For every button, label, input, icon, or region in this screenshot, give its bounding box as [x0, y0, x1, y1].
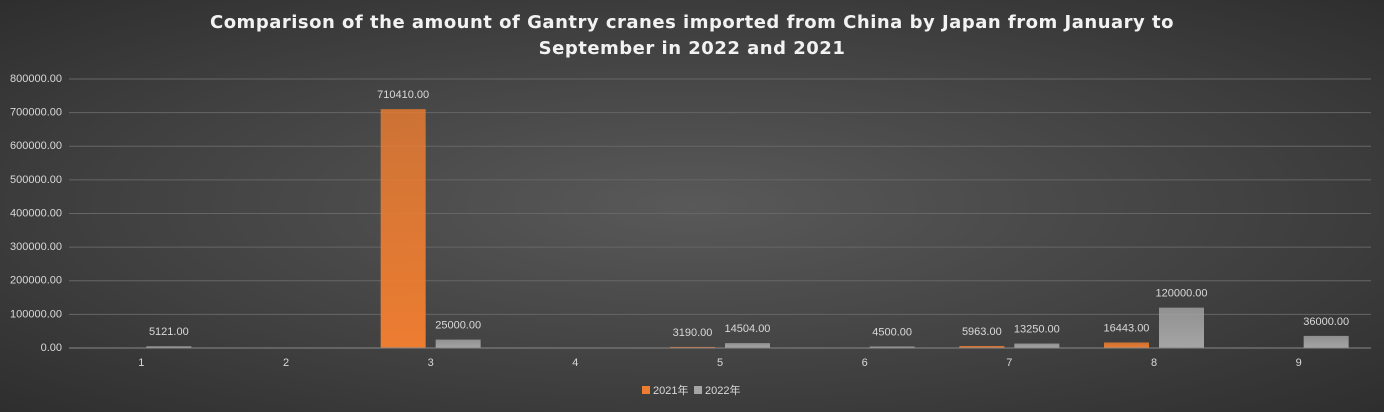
- legend-label: 2022年: [705, 383, 740, 397]
- chart-title: Comparison of the amount of Gantry crane…: [209, 12, 1174, 59]
- bar: [959, 345, 1005, 348]
- y-tick-label: 200000.00: [10, 275, 62, 287]
- bar: [435, 339, 481, 348]
- legend-swatch: [694, 386, 702, 394]
- bar: [1303, 335, 1349, 348]
- x-tick-label: 5: [717, 357, 723, 369]
- bar: [380, 109, 426, 348]
- data-label: 5121.00: [149, 326, 189, 338]
- data-label: 16443.00: [1104, 322, 1150, 334]
- y-tick-label: 600000.00: [10, 140, 62, 152]
- data-label: 3190.00: [673, 327, 713, 339]
- y-tick-label: 500000.00: [10, 174, 62, 186]
- bar: [1104, 342, 1149, 348]
- bar: [670, 346, 715, 348]
- x-tick-label: 1: [138, 357, 144, 369]
- y-tick-label: 100000.00: [10, 308, 62, 320]
- data-label: 25000.00: [435, 320, 481, 332]
- y-tick-label: 300000.00: [10, 241, 62, 253]
- data-label: 13250.00: [1014, 323, 1060, 335]
- bar: [1014, 343, 1060, 348]
- legend-swatch: [642, 386, 650, 394]
- y-tick-label: 400000.00: [10, 207, 62, 219]
- data-label: 14504.00: [725, 323, 771, 335]
- data-label: 120000.00: [1156, 288, 1208, 300]
- bar: [1159, 307, 1204, 348]
- bar: [725, 343, 770, 348]
- bar: [146, 346, 192, 348]
- x-tick-label: 4: [572, 357, 578, 369]
- data-label: 36000.00: [1303, 316, 1349, 328]
- bar: [869, 346, 915, 348]
- x-tick-label: 8: [1151, 357, 1157, 369]
- data-label: 5963.00: [962, 326, 1002, 338]
- y-tick-label: 800000.00: [10, 73, 62, 85]
- x-tick-label: 6: [862, 357, 868, 369]
- x-tick-label: 9: [1296, 357, 1302, 369]
- legend-label: 2021年: [653, 383, 688, 397]
- x-tick-label: 2: [283, 357, 289, 369]
- y-tick-label: 700000.00: [10, 107, 62, 119]
- y-tick-label: 0.00: [41, 342, 62, 354]
- data-label: 710410.00: [377, 89, 429, 101]
- x-tick-label: 7: [1006, 357, 1012, 369]
- x-tick-label: 3: [428, 357, 434, 369]
- data-label: 4500.00: [872, 326, 912, 338]
